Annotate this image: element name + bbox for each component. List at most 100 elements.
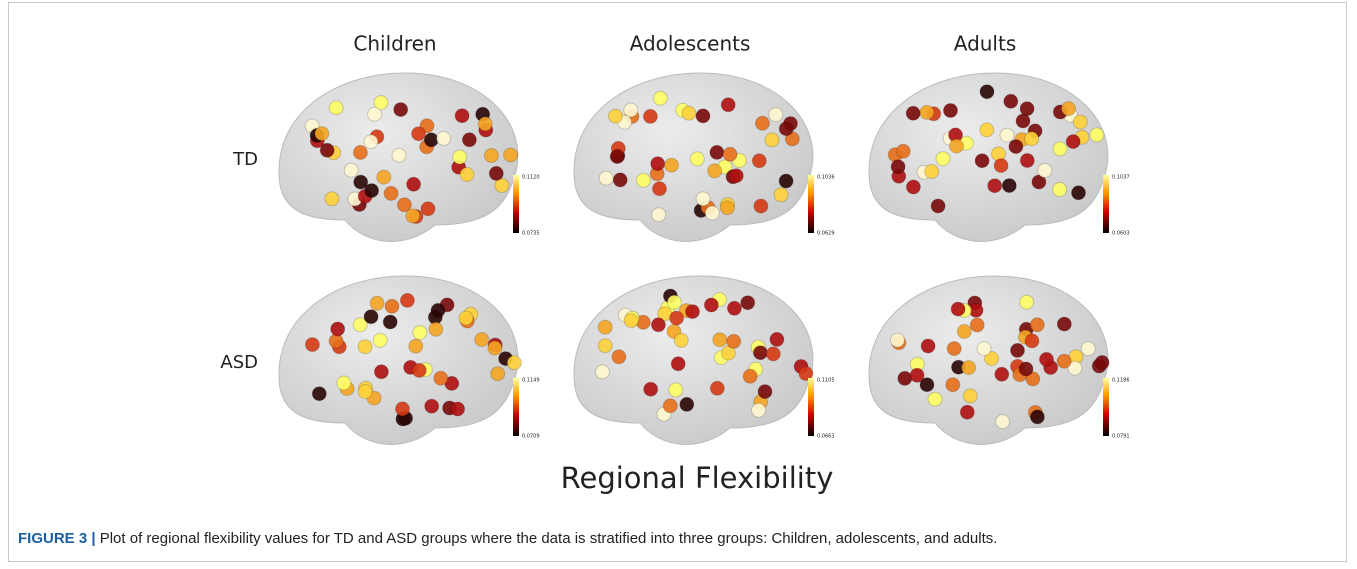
region-node (758, 385, 772, 399)
region-node (392, 148, 406, 162)
region-node (305, 338, 319, 352)
region-node (460, 168, 474, 182)
region-node (704, 298, 718, 312)
region-node (368, 107, 382, 121)
region-node (710, 145, 724, 159)
colorbar-min: 0.0709 (522, 434, 540, 440)
colorbar-max: 0.1186 (1112, 378, 1130, 384)
region-node (723, 147, 737, 161)
colorbar (808, 378, 814, 436)
region-node (453, 150, 467, 164)
column-header: Adults (954, 32, 1017, 56)
region-node (946, 378, 960, 392)
region-node (898, 371, 912, 385)
region-node (667, 295, 681, 309)
region-node (774, 188, 788, 202)
region-node (437, 131, 451, 145)
column-header: Children (353, 32, 436, 56)
region-node (610, 150, 624, 164)
region-node (891, 160, 905, 174)
region-node (1020, 295, 1034, 309)
colorbar-min: 0.0603 (1112, 231, 1130, 237)
colorbar (808, 175, 814, 233)
region-node (754, 199, 768, 213)
region-node (412, 127, 426, 141)
region-node (710, 381, 724, 395)
region-node (394, 103, 408, 117)
colorbar-max: 0.1105 (817, 378, 835, 384)
region-node (425, 399, 439, 413)
region-node (385, 299, 399, 313)
region-node (344, 163, 358, 177)
region-node (320, 143, 334, 157)
brain: 0.1105 0.0663 (574, 276, 835, 444)
region-node (599, 171, 613, 185)
region-node (651, 157, 665, 171)
region-node (1020, 102, 1034, 116)
region-node (370, 296, 384, 310)
region-node (921, 339, 935, 353)
region-node (690, 152, 704, 166)
region-node (752, 403, 766, 417)
region-node (358, 340, 372, 354)
region-node (769, 108, 783, 122)
region-node (1019, 362, 1033, 376)
region-node (755, 116, 769, 130)
colorbar (1103, 175, 1109, 233)
colorbar-max: 0.1037 (1112, 175, 1130, 181)
region-node (451, 402, 465, 416)
region-node (507, 356, 521, 370)
region-node (409, 339, 423, 353)
region-node (910, 368, 924, 382)
region-node (489, 166, 503, 180)
region-node (980, 123, 994, 137)
region-node (727, 301, 741, 315)
region-node (373, 333, 387, 347)
region-node (478, 117, 492, 131)
region-node (957, 325, 971, 339)
region-node (400, 293, 414, 307)
brain: 0.1037 0.0603 (869, 73, 1130, 241)
colorbar (513, 378, 519, 436)
colorbar-min: 0.0663 (817, 434, 835, 440)
region-node (996, 415, 1010, 429)
region-node (906, 106, 920, 120)
region-node (407, 177, 421, 191)
region-node (947, 342, 961, 356)
region-node (1030, 410, 1044, 424)
region-node (663, 399, 677, 413)
region-node (624, 314, 638, 328)
region-node (384, 186, 398, 200)
region-node (374, 365, 388, 379)
region-node (504, 148, 518, 162)
region-node (770, 332, 784, 346)
region-node (412, 363, 426, 377)
region-node (988, 179, 1002, 193)
region-node (1053, 183, 1067, 197)
region-node (377, 170, 391, 184)
region-node (1072, 186, 1086, 200)
region-node (653, 182, 667, 196)
region-node (925, 165, 939, 179)
region-node (1038, 164, 1052, 178)
region-node (1081, 342, 1095, 356)
region-node (364, 310, 378, 324)
region-node (721, 98, 735, 112)
region-node (613, 173, 627, 187)
region-node (1073, 115, 1087, 129)
region-node (488, 341, 502, 355)
region-node (995, 367, 1009, 381)
region-node (765, 133, 779, 147)
region-node (779, 174, 793, 188)
region-node (1020, 154, 1034, 168)
region-node (1053, 142, 1067, 156)
region-node (686, 305, 700, 319)
region-node (741, 296, 755, 310)
colorbar (513, 175, 519, 233)
region-node (669, 383, 683, 397)
row-label: TD (232, 149, 258, 170)
region-node (312, 387, 326, 401)
region-node (936, 152, 950, 166)
axis-label: Regional Flexibility (561, 461, 834, 495)
